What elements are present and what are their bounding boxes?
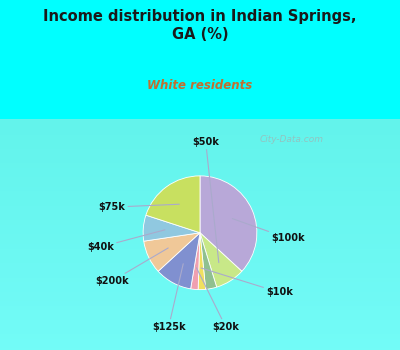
Text: $40k: $40k [87, 230, 165, 252]
Text: $100k: $100k [232, 219, 305, 244]
Text: $10k: $10k [201, 268, 293, 298]
Wedge shape [200, 233, 242, 287]
Wedge shape [143, 215, 200, 241]
Text: City-Data.com: City-Data.com [260, 135, 324, 144]
Text: $75k: $75k [98, 202, 179, 212]
Wedge shape [191, 233, 200, 289]
Wedge shape [158, 233, 200, 289]
Text: $20k: $20k [196, 268, 239, 331]
Text: $200k: $200k [95, 248, 168, 286]
Wedge shape [200, 176, 257, 271]
Wedge shape [146, 176, 200, 233]
Wedge shape [198, 233, 206, 290]
Text: $125k: $125k [152, 264, 186, 331]
Wedge shape [200, 233, 217, 289]
Text: Income distribution in Indian Springs,
GA (%): Income distribution in Indian Springs, G… [43, 9, 357, 42]
Text: $50k: $50k [192, 137, 219, 262]
Text: White residents: White residents [147, 79, 253, 92]
Wedge shape [144, 233, 200, 271]
